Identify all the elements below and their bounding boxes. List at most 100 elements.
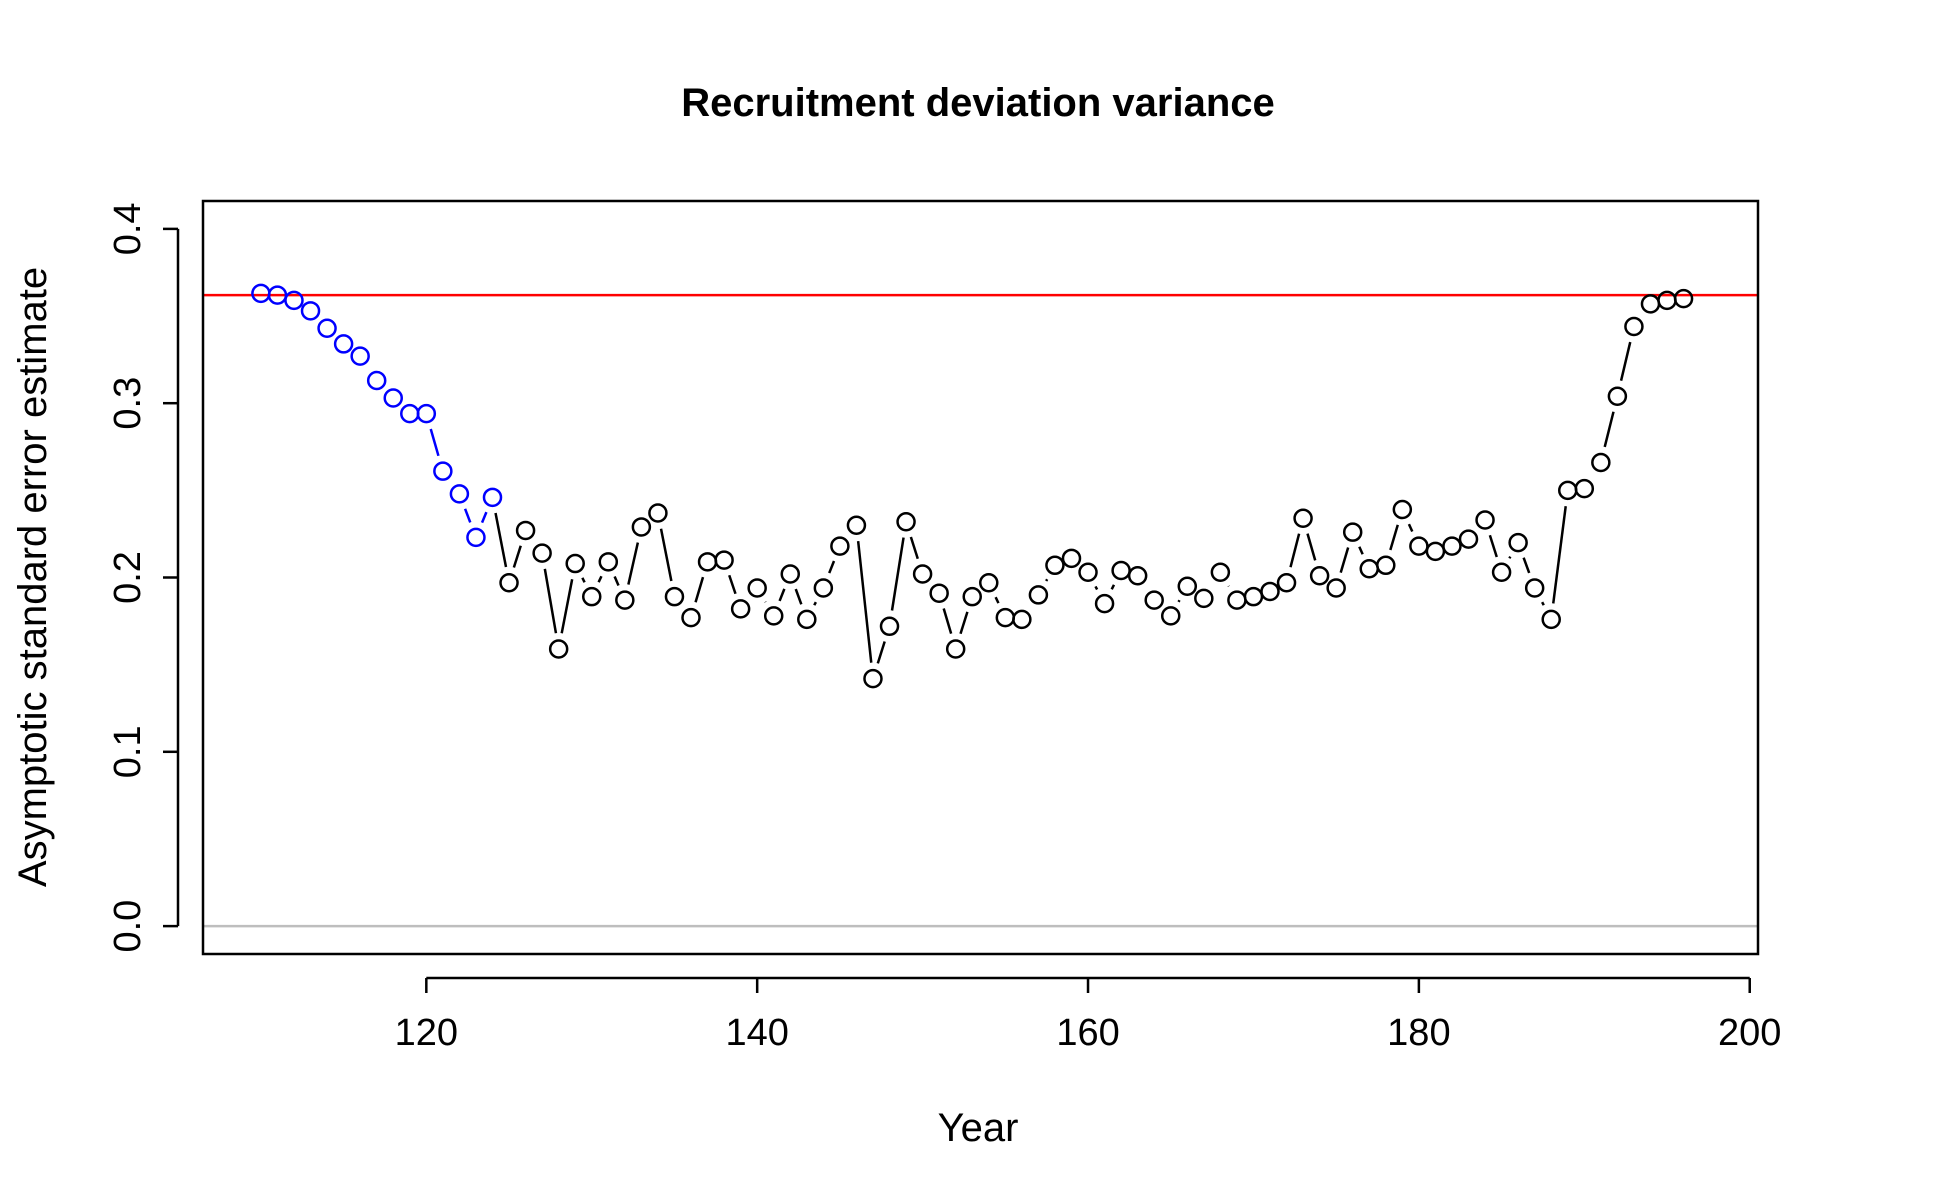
data-point-183	[1458, 529, 1479, 549]
data-point-142	[780, 564, 801, 584]
connector-segment	[1045, 578, 1049, 582]
x-axis: 120 140 160 180 200	[395, 976, 1781, 1054]
y-tick-label-1: 0.1	[107, 725, 149, 778]
connector-segment	[1603, 411, 1615, 448]
connector-segment	[512, 545, 522, 568]
data-point-150	[912, 564, 933, 584]
data-point-158	[1045, 555, 1065, 576]
data-point-117	[366, 370, 387, 391]
data-point-115	[333, 334, 354, 354]
x-tick-label-180: 180	[1387, 1012, 1450, 1054]
data-point-173	[1293, 508, 1313, 528]
connector-segment	[1358, 546, 1364, 555]
data-point-160	[1078, 562, 1098, 583]
data-point-125	[499, 572, 519, 593]
data-point-192	[1607, 386, 1628, 406]
connector-segment	[429, 428, 440, 457]
data-point-113	[300, 301, 321, 321]
connector-segment	[994, 596, 1000, 604]
data-point-151	[929, 583, 949, 603]
x-axis-title: Year	[938, 1106, 1019, 1150]
data-point-174	[1309, 566, 1330, 586]
y-tick-label-4: 0.4	[107, 202, 149, 255]
connector-segment	[560, 579, 574, 634]
data-point-131	[598, 552, 619, 572]
data-point-129	[565, 553, 585, 574]
connector-segment	[1389, 524, 1399, 551]
data-points	[251, 283, 1694, 689]
connector-segment	[480, 511, 488, 524]
data-point-193	[1624, 316, 1644, 337]
connector-segment	[659, 528, 673, 582]
connector-segment	[1110, 584, 1116, 590]
connector-segment	[1177, 599, 1181, 603]
data-point-116	[350, 346, 370, 366]
connector-segment	[813, 601, 817, 606]
data-point-154	[979, 572, 999, 593]
connector-segment	[828, 560, 836, 574]
data-point-144	[813, 578, 834, 598]
data-point-143	[797, 609, 817, 630]
data-point-178	[1376, 555, 1396, 576]
data-point-124	[482, 487, 503, 508]
connector-segment	[1407, 523, 1414, 533]
data-point-166	[1177, 576, 1198, 596]
data-point-127	[532, 543, 552, 563]
data-point-159	[1061, 548, 1082, 569]
connector-segment	[494, 512, 508, 568]
data-point-190	[1574, 478, 1595, 499]
x-tick-label-200: 200	[1718, 1012, 1781, 1054]
data-point-187	[1524, 578, 1545, 598]
connector-segment	[959, 611, 969, 635]
connector-segment	[909, 536, 919, 560]
plot-frame	[201, 199, 1760, 956]
connector-segment	[1522, 557, 1531, 574]
x-tick-label-120: 120	[395, 1012, 458, 1054]
data-point-188	[1541, 609, 1561, 630]
data-point-139	[730, 599, 751, 619]
data-point-156	[1012, 609, 1032, 630]
data-point-132	[615, 590, 635, 610]
connector-segment	[627, 542, 640, 585]
data-point-112	[284, 290, 304, 311]
data-point-134	[648, 503, 668, 523]
connector-segment	[1541, 601, 1545, 606]
connector-segment	[613, 576, 620, 586]
data-point-146	[846, 515, 867, 535]
data-point-120	[416, 403, 437, 424]
data-point-157	[1028, 585, 1049, 605]
data-point-165	[1160, 606, 1181, 626]
data-point-136	[681, 607, 701, 628]
series-connectors	[429, 341, 1632, 664]
data-point-152	[945, 639, 966, 659]
data-point-147	[863, 668, 883, 689]
data-point-185	[1491, 562, 1512, 583]
data-point-164	[1144, 590, 1164, 610]
data-point-138	[714, 550, 734, 570]
chart-title: Recruitment deviation variance	[681, 81, 1275, 125]
data-point-182	[1442, 536, 1462, 556]
data-point-176	[1342, 522, 1363, 542]
data-point-123	[466, 527, 486, 548]
connector-segment	[1339, 547, 1350, 573]
connector-segment	[876, 641, 886, 664]
data-point-179	[1392, 499, 1413, 520]
data-point-149	[896, 511, 916, 532]
data-point-122	[449, 484, 470, 504]
data-point-135	[664, 586, 685, 607]
data-point-184	[1475, 510, 1495, 530]
connector-segment	[597, 575, 603, 583]
reference-lines	[203, 293, 1758, 928]
x-tick-label-160: 160	[1056, 1012, 1119, 1054]
data-point-186	[1508, 532, 1528, 553]
x-tick-label-140: 140	[725, 1012, 788, 1054]
data-point-145	[830, 536, 850, 556]
data-point-128	[548, 639, 569, 659]
data-point-153	[962, 586, 982, 607]
y-tick-label-3: 0.3	[107, 377, 149, 430]
data-point-133	[631, 517, 652, 537]
data-point-148	[879, 616, 900, 637]
connector-segment	[1488, 534, 1498, 558]
connector-segment	[778, 588, 786, 602]
